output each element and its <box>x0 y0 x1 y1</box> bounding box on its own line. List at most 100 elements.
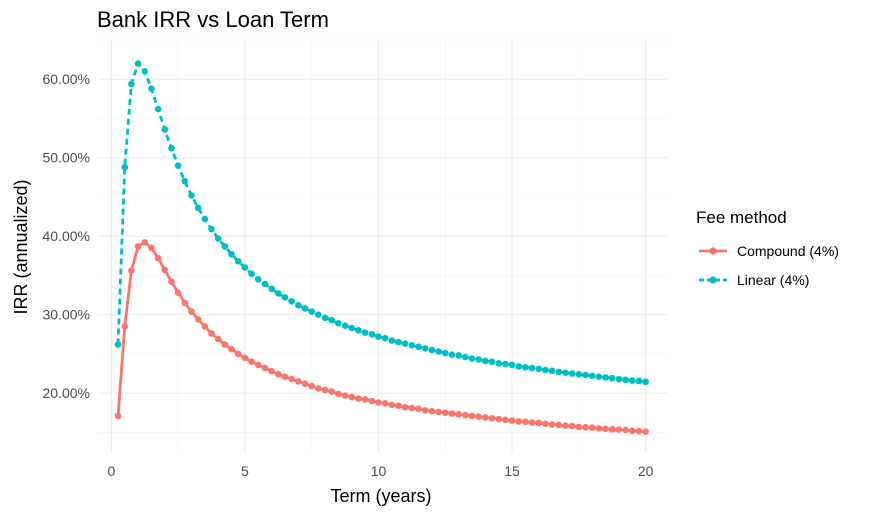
y-axis-ticks: 20.00% 30.00% 40.00% 50.00% 60.00% <box>43 71 90 401</box>
data-point <box>221 341 229 348</box>
data-point <box>388 337 396 344</box>
data-point <box>408 404 416 412</box>
data-point <box>321 314 329 322</box>
data-point <box>335 390 342 398</box>
data-point <box>628 427 636 435</box>
data-point <box>341 392 349 399</box>
data-point <box>502 416 509 424</box>
data-point <box>575 423 583 431</box>
y-axis-title: IRR (annualized) <box>11 179 31 314</box>
data-point <box>595 373 603 380</box>
data-point <box>562 369 569 377</box>
x-axis-title: Term (years) <box>330 486 431 506</box>
y-tick-label: 30.00% <box>43 307 90 323</box>
data-point <box>308 308 316 315</box>
data-point <box>522 363 529 371</box>
data-point <box>568 370 576 377</box>
data-point <box>341 322 349 329</box>
data-point <box>148 244 155 252</box>
data-point <box>174 289 182 296</box>
legend-title: Fee method <box>696 208 787 227</box>
data-point <box>128 267 135 275</box>
data-point <box>254 361 262 369</box>
data-point <box>381 334 389 342</box>
data-point <box>515 363 523 370</box>
y-tick-label: 50.00% <box>43 150 90 166</box>
data-point <box>468 355 476 362</box>
data-point <box>548 367 556 375</box>
data-point <box>455 411 462 418</box>
x-tick-label: 0 <box>107 463 115 479</box>
data-point <box>602 425 609 433</box>
data-point <box>555 368 563 376</box>
data-point <box>441 409 449 417</box>
x-tick-label: 20 <box>638 463 654 479</box>
data-point <box>241 264 249 271</box>
data-point <box>635 427 643 435</box>
data-point <box>201 215 209 223</box>
data-point <box>221 243 229 250</box>
legend-label-compound: Compound (4%) <box>737 243 839 259</box>
data-point <box>315 385 322 392</box>
y-tick-label: 20.00% <box>43 385 90 401</box>
data-point <box>622 426 629 434</box>
data-point <box>188 308 195 315</box>
data-point <box>328 316 336 324</box>
data-point <box>495 360 503 367</box>
data-point <box>622 376 629 384</box>
data-point <box>275 371 282 378</box>
data-point <box>315 311 322 318</box>
data-point <box>248 270 255 278</box>
data-point <box>288 375 295 383</box>
data-point <box>168 144 175 152</box>
data-point <box>275 290 282 297</box>
data-point <box>228 250 235 258</box>
data-point <box>361 329 369 337</box>
data-point <box>174 162 182 169</box>
data-point <box>281 373 289 380</box>
data-point <box>395 338 402 346</box>
data-point <box>488 414 496 422</box>
data-point <box>355 327 362 334</box>
data-point <box>462 353 469 361</box>
data-point <box>588 372 596 380</box>
data-point <box>602 374 609 381</box>
data-point <box>608 374 616 382</box>
data-point <box>462 411 469 419</box>
data-point <box>415 405 422 413</box>
data-point <box>588 424 596 431</box>
data-point <box>114 412 122 420</box>
data-point <box>188 192 195 199</box>
data-point <box>415 343 422 351</box>
data-point <box>248 358 255 366</box>
x-tick-label: 5 <box>241 463 249 479</box>
data-point <box>348 393 356 401</box>
data-point <box>328 388 336 395</box>
data-point <box>528 364 536 372</box>
data-point <box>642 428 649 435</box>
data-point <box>401 340 409 348</box>
data-point <box>562 422 569 430</box>
data-point <box>295 378 302 385</box>
data-point <box>261 280 269 288</box>
x-tick-label: 10 <box>371 463 387 479</box>
data-point <box>335 319 342 327</box>
legend-key-compound-point <box>709 247 717 255</box>
data-point <box>308 382 316 390</box>
data-point <box>408 341 416 349</box>
data-point <box>615 375 623 383</box>
data-point <box>208 330 215 337</box>
data-point <box>642 378 649 386</box>
data-point <box>482 414 489 421</box>
data-point <box>261 364 269 372</box>
data-point <box>375 333 382 340</box>
data-point <box>535 419 543 427</box>
data-point <box>194 204 202 212</box>
data-point <box>495 415 503 423</box>
data-point <box>268 285 275 293</box>
data-point <box>508 361 516 369</box>
data-point <box>114 341 122 348</box>
legend-key-linear-point <box>709 276 717 284</box>
data-point <box>468 412 476 420</box>
